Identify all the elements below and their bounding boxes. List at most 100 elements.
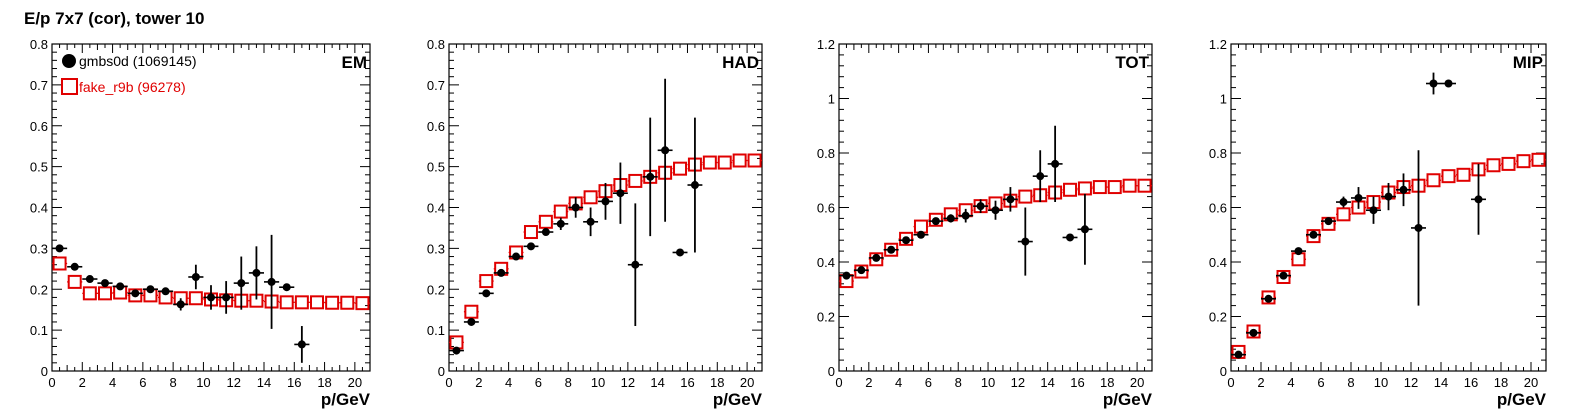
y-tick-label: 0.6 [30,119,48,134]
y-tick-label: 0.2 [30,282,48,297]
fake-marker [340,295,355,310]
x-tick-label: 20 [1524,375,1538,390]
gmbs-marker [1384,192,1393,201]
x-axis-label: p/GeV [1497,390,1547,409]
fake-marker [928,212,943,227]
x-tick-label: 16 [287,375,301,390]
gmbs-marker [1249,328,1258,337]
gmbs-marker [1474,195,1483,204]
fake-marker [1122,178,1137,193]
gmbs-marker [1369,206,1378,215]
x-tick-label: 6 [139,375,146,390]
gmbs-marker [512,252,521,261]
y-tick-label: 0.7 [427,78,445,93]
fake-marker [1441,169,1456,184]
gmbs-marker [1309,230,1318,239]
gmbs-marker [267,277,276,286]
x-tick-label: 16 [680,375,694,390]
gmbs-marker [631,260,640,269]
gmbs-marker [191,272,200,281]
gmbs-marker [556,219,565,228]
fake-marker [553,204,568,219]
panel-label: TOT [1115,53,1149,72]
gmbs-marker [297,340,306,349]
chart-panel-tot: 0 2 4 6 8 10 12 14 16 18 20 0 0.2 0.4 0.6 0.8 1 1.2 p/GeV T… [817,37,1153,409]
x-tick-label: 20 [740,375,754,390]
fake-marker [1261,290,1276,305]
gmbs-marker [482,289,491,298]
chart-panel-had: 0 2 4 6 8 10 12 14 16 18 20 0 0.1 0.2 0.3 0.4 0.5 0.6 0.7 0… [427,37,763,409]
gmbs-marker [237,279,246,288]
x-tick-label: 4 [505,375,512,390]
gmbs-marker [1264,294,1273,303]
fake-marker [98,286,112,301]
gmbs-marker [616,189,625,198]
y-tick-label: 1 [1220,92,1227,107]
fake-marker [747,153,762,168]
x-tick-label: 18 [317,375,331,390]
x-tick-label: 10 [1374,375,1388,390]
y-tick-label: 0.4 [817,255,835,270]
x-tick-label: 4 [109,375,116,390]
fake-marker [1456,167,1471,182]
y-tick-label: 0 [438,364,445,379]
y-tick-label: 0.8 [817,146,835,161]
x-tick-label: 4 [1287,375,1294,390]
gmbs-marker [1006,195,1015,204]
x-tick-label: 18 [1494,375,1508,390]
gmbs-marker [976,202,985,211]
x-axis-label: p/GeV [321,390,371,409]
fake-marker [1137,178,1152,193]
y-tick-label: 0 [41,364,48,379]
x-tick-label: 2 [475,375,482,390]
gmbs-marker [452,346,461,355]
x-tick-label: 0 [835,375,842,390]
x-tick-label: 8 [1347,375,1354,390]
y-tick-label: 0.4 [427,201,445,216]
y-tick-label: 0.2 [427,282,445,297]
gmbs-marker [1339,198,1348,207]
fake-marker [82,286,97,301]
gmbs-marker [101,279,109,288]
gmbs-marker [931,217,940,226]
x-tick-label: 6 [1317,375,1324,390]
gmbs-marker [946,214,955,223]
fake-marker [325,295,340,310]
x-axis-label: p/GeV [713,390,763,409]
chart-panel-em: 0 2 4 6 8 10 12 14 16 18 20 0 0.1 0.2 0.3 0.4 0.5 0.6 0.7 0… [30,37,371,409]
y-tick-label: 0 [828,364,835,379]
gmbs-marker [1354,193,1363,202]
fake-marker [279,295,294,310]
x-tick-label: 20 [1130,375,1144,390]
gmbs-marker [176,300,185,309]
panel-label: MIP [1513,53,1543,72]
y-tick-label: 0.8 [1209,146,1227,161]
gmbs-marker [1036,172,1045,181]
fake-marker [355,296,370,311]
y-tick-label: 0.5 [30,160,48,175]
gmbs-marker [872,253,881,262]
y-tick-label: 0.4 [1209,255,1227,270]
y-tick-label: 0.6 [817,201,835,216]
legend-fake-label: fake_r9b (96278) [79,79,186,95]
fake-marker [1092,180,1107,195]
gmbs-marker [1234,350,1243,359]
x-tick-label: 14 [257,375,271,390]
gmbs-marker [1294,247,1303,256]
gmbs-marker [1444,79,1453,88]
fake-marker [538,214,553,229]
legend-gmbs-label: gmbs0d (1069145) [79,53,197,69]
x-tick-label: 2 [79,375,86,390]
fake-marker [1077,181,1092,196]
gmbs-marker [1021,237,1030,246]
fake-marker [1501,156,1516,171]
x-tick-label: 16 [1464,375,1478,390]
x-tick-label: 0 [48,375,55,390]
fake-marker [702,155,717,170]
fake-marker [869,252,884,267]
fake-marker [67,274,82,289]
gmbs-marker [1414,223,1423,232]
x-tick-label: 12 [1404,375,1418,390]
legend-gmbs-marker [62,54,76,68]
fake-marker [464,304,479,319]
